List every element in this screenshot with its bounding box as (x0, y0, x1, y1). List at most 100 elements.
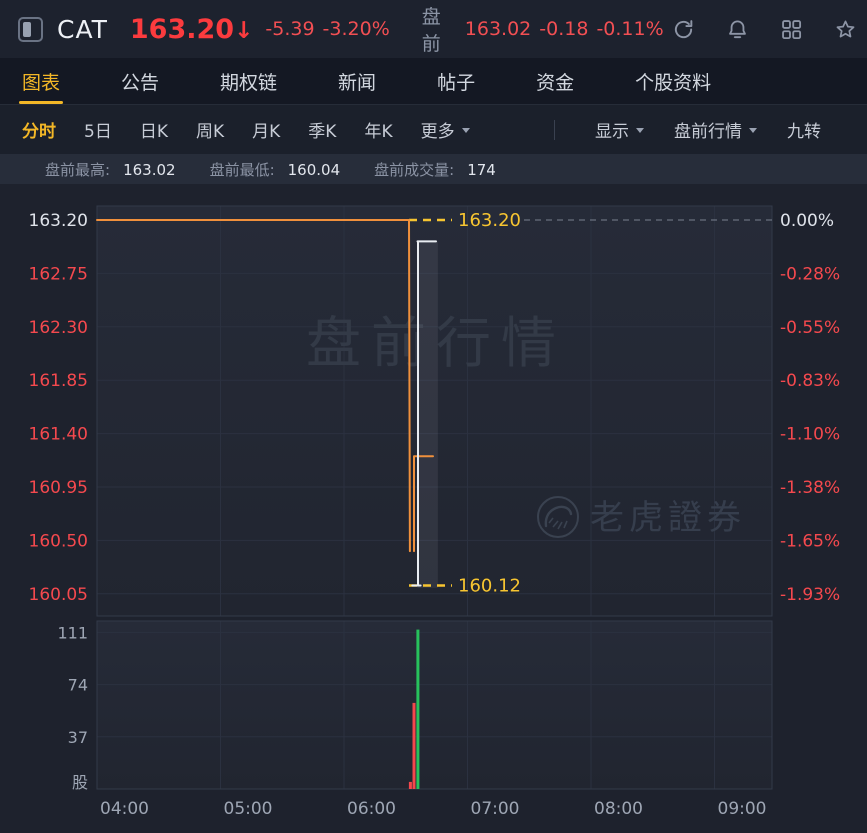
price-axis-label: 160.50 (29, 531, 88, 551)
refresh-icon[interactable] (672, 18, 695, 41)
session-label: 盘前 (421, 6, 441, 55)
pct-axis-label: -1.38% (780, 478, 840, 498)
stat-value: 174 (467, 160, 496, 179)
period-more-dropdown[interactable]: 更多 (421, 117, 470, 142)
volume-bar (416, 629, 420, 789)
period-quarterly[interactable]: 季K (308, 122, 337, 142)
premarket-mode-dropdown[interactable]: 盘前行情 (674, 117, 757, 142)
session-quote: 163.02 -0.18 -0.11% (465, 18, 672, 40)
price-axis-label: 163.20 (29, 211, 88, 231)
tab-news[interactable]: 新闻 (338, 58, 376, 104)
price-line (96, 219, 411, 553)
price-axis-label: 162.30 (29, 318, 88, 338)
chart-canvas[interactable]: 盘前行情老虎證券 163.20 160.12 163.20 162.75 162.30 16… (0, 184, 867, 833)
star-icon[interactable] (834, 18, 857, 41)
volume-bar (412, 702, 416, 789)
volume-axis-label: 74 (68, 676, 88, 695)
volume-axis-label: 111 (57, 623, 88, 642)
volume-bar (408, 781, 412, 789)
nine-turn-toggle[interactable]: 九转 (787, 117, 821, 142)
time-axis-label: 04:00 (100, 799, 149, 819)
period-5day[interactable]: 5日 (84, 122, 112, 142)
dropdown-label: 显示 (595, 122, 629, 142)
session-price: 163.02 (464, 18, 532, 40)
volume-pane-bg (97, 621, 772, 789)
last-candle-highlight (417, 241, 438, 588)
tab-label: 资金 (536, 71, 575, 94)
price-axis-label: 160.05 (29, 585, 88, 605)
display-dropdown[interactable]: 显示 (595, 117, 644, 142)
price-axis-label: 161.85 (29, 371, 88, 391)
tab-label: 个股资料 (635, 71, 712, 94)
last-price: 163.20↓ (130, 14, 253, 45)
section-tabs: 图表 公告 期权链 新闻 帖子 资金 个股资料 (0, 58, 867, 105)
tab-company-profile[interactable]: 个股资料 (635, 58, 711, 104)
stat-premarket-low: 盘前最低: 160.04 (210, 159, 341, 180)
stock-symbol: CAT (57, 14, 108, 44)
price-change-pct: -3.20% (322, 18, 390, 40)
stock-badge-bar (23, 21, 31, 37)
tab-active-underline (19, 101, 63, 104)
low-marker-label: 160.12 (458, 576, 521, 597)
toggle-label: 九转 (787, 122, 821, 142)
down-arrow-icon: ↓ (234, 17, 254, 44)
session-change-pct: -0.11% (596, 18, 664, 40)
period-daily[interactable]: 日K (139, 122, 168, 142)
watermark-premarket-text: 盘前行情 (306, 311, 566, 375)
time-axis-label: 06:00 (347, 799, 396, 819)
period-weekly[interactable]: 周K (195, 122, 225, 142)
price-axis-label: 162.75 (29, 264, 88, 284)
stat-value: 163.02 (123, 160, 176, 179)
period-intraday[interactable]: 分时 (22, 122, 56, 142)
price-change: -5.39 (265, 18, 315, 40)
chevron-down-icon (749, 127, 757, 137)
tab-label: 期权链 (220, 71, 278, 94)
header-actions (672, 17, 867, 42)
tab-label: 帖子 (437, 71, 476, 94)
dropdown-label: 盘前行情 (674, 122, 742, 142)
period-yearly[interactable]: 年K (364, 122, 393, 142)
price-axis-label: 160.95 (29, 478, 88, 498)
price-pane-border (96, 205, 773, 617)
price-axis-label: 161.40 (29, 425, 88, 445)
stat-value: 160.04 (287, 160, 341, 179)
time-axis-label: 07:00 (471, 799, 520, 819)
tab-capital-flow[interactable]: 资金 (536, 58, 574, 104)
volume-axis-label: 37 (68, 728, 88, 747)
pct-axis-label: -1.93% (780, 585, 840, 605)
premarket-intraday-chart[interactable]: 盘前行情老虎證券 163.20 160.12 163.20 162.75 162.30 16… (0, 184, 867, 833)
pct-axis-label: -0.55% (780, 318, 840, 338)
tab-label: 公告 (121, 71, 160, 94)
time-axis-label: 05:00 (224, 799, 273, 819)
last-price-value: 163.20 (129, 13, 235, 45)
stat-label: 盘前成交量: (374, 160, 455, 179)
tab-announcements[interactable]: 公告 (121, 58, 159, 104)
pct-axis-label: -1.10% (780, 425, 840, 445)
dropdown-label: 更多 (420, 122, 455, 142)
tab-label: 新闻 (338, 71, 377, 94)
stat-premarket-volume: 盘前成交量: 174 (374, 159, 496, 180)
tab-label: 图表 (22, 71, 61, 94)
watermark-brand-text: 老虎證券 (590, 498, 746, 538)
pct-axis-label: -0.28% (780, 264, 840, 284)
apps-grid-icon[interactable] (780, 18, 803, 41)
tab-chart[interactable]: 图表 (19, 58, 63, 104)
stat-label: 盘前最低: (209, 160, 275, 179)
chevron-down-icon (461, 127, 470, 137)
volume-unit-label: 股 (72, 773, 88, 792)
tab-option-chain[interactable]: 期权链 (220, 58, 277, 104)
toolbar-right-group: 显示 盘前行情 九转 (565, 117, 821, 142)
bell-icon[interactable] (726, 18, 749, 41)
time-axis-label: 08:00 (594, 799, 643, 819)
volume-pane-border (96, 620, 773, 790)
quote-header: CAT 163.20↓ -5.39 -3.20% 盘前 163.02 -0.18-… (0, 0, 867, 58)
time-axis-label: 09:00 (718, 799, 767, 819)
pct-axis-label: -1.65% (780, 531, 840, 551)
pct-axis-label: 0.00% (780, 211, 834, 231)
period-monthly[interactable]: 月K (252, 122, 281, 142)
tab-posts[interactable]: 帖子 (437, 58, 475, 104)
pct-axis-label: -0.83% (780, 371, 840, 391)
premarket-stats-bar: 盘前最高: 163.02 盘前最低: 160.04 盘前成交量: 174 (0, 154, 867, 184)
price-pane-bg (97, 206, 772, 616)
